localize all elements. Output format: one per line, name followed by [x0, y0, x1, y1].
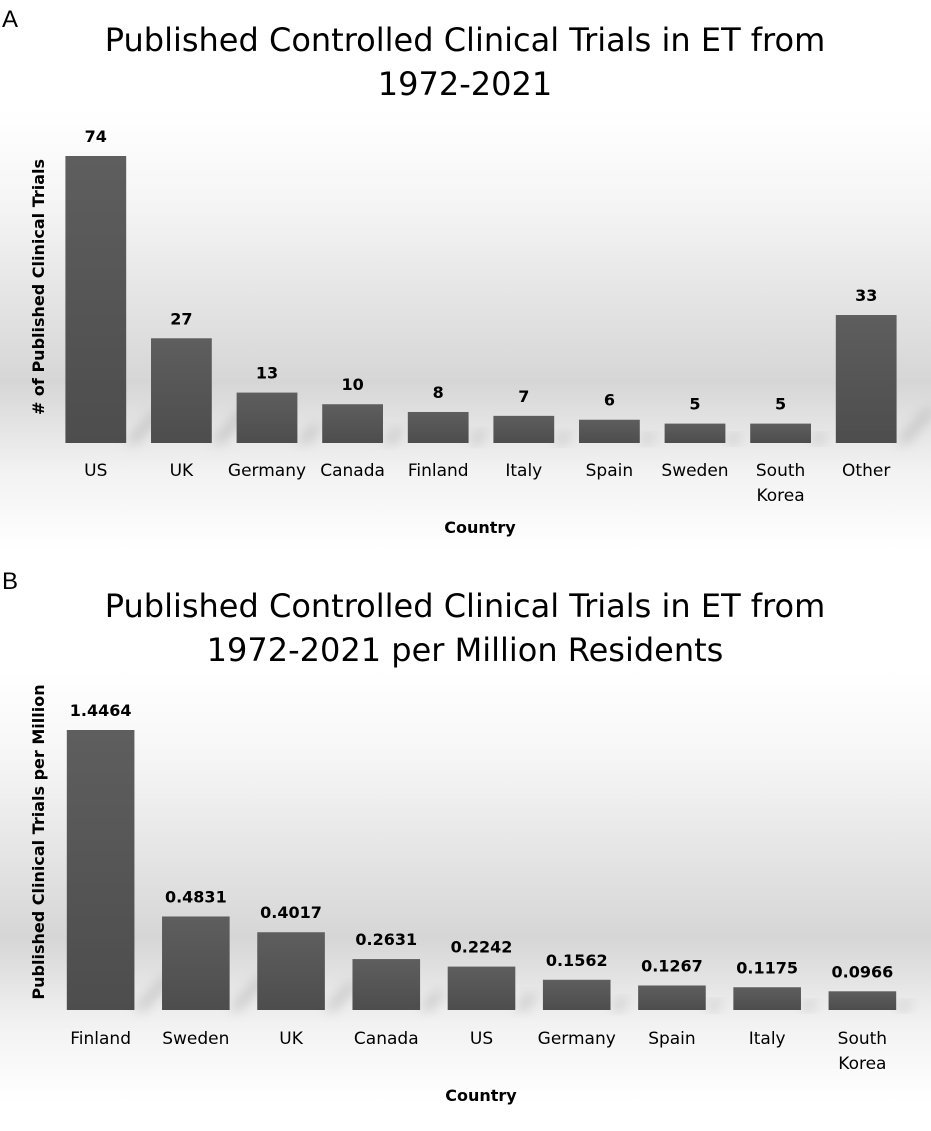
- chart-a-category-label: Sweden: [661, 461, 728, 481]
- chart-b-value-label: 0.4831: [165, 887, 227, 906]
- chart-a-bar: [750, 423, 811, 443]
- chart-b-background: [0, 670, 931, 1102]
- chart-a-category-label: Korea: [756, 486, 804, 506]
- chart-b-value-label: 0.2631: [355, 930, 417, 949]
- chart-a-value-label: 33: [855, 286, 877, 305]
- chart-a-value-label: 5: [775, 395, 786, 414]
- chart-b-value-label: 0.2242: [451, 938, 513, 957]
- chart-a-bar-shadow: [554, 433, 571, 443]
- chart-a-value-label: 7: [518, 387, 529, 406]
- chart-b-bar: [828, 991, 897, 1010]
- chart-b-bar-shadow: [515, 994, 537, 1010]
- chart-b-category-label: Canada: [354, 1029, 419, 1049]
- chart-b-x-axis-label: Country: [445, 1086, 517, 1105]
- chart-a-category-label: Other: [842, 461, 890, 481]
- chart-b-bar: [733, 987, 801, 1010]
- chart-a-x-axis-label: Country: [444, 518, 516, 537]
- chart-a-bar-shadow: [468, 432, 487, 443]
- panel-letter-b: B: [2, 568, 19, 595]
- chart-b-bar: [352, 959, 421, 1010]
- chart-b-bar-shadow: [610, 999, 629, 1010]
- chart-b-category-label: Germany: [538, 1029, 616, 1049]
- chart-a-y-axis-label: # of Published Clinical Trials: [29, 159, 48, 415]
- chart-b-bar: [447, 966, 516, 1010]
- chart-a-bar-shadow: [297, 425, 322, 443]
- chart-a-value-label: 74: [85, 127, 107, 146]
- chart-b-category-label: Spain: [648, 1029, 696, 1049]
- chart-b-category-label: UK: [279, 1029, 303, 1049]
- chart-a-value-label: 6: [604, 391, 615, 410]
- chart-b-bar-shadow: [420, 992, 445, 1010]
- chart-b-value-label: 0.1175: [736, 958, 798, 977]
- chart-a-category-label: Canada: [320, 461, 385, 481]
- chart-b-title-line-1: Published Controlled Clinical Trials in …: [104, 587, 826, 625]
- chart-a-bar-shadow: [382, 429, 404, 443]
- chart-a-title: Published Controlled Clinical Trials in …: [40, 18, 890, 106]
- chart-b-category-label: Italy: [749, 1029, 786, 1049]
- chart-b-bar: [66, 730, 135, 1010]
- chart-a-bar: [236, 392, 298, 443]
- chart-a-bar: [407, 411, 469, 443]
- chart-a-bar: [579, 419, 640, 443]
- chart-b-bar-shadow: [705, 1001, 722, 1010]
- panel-letter-a: A: [2, 6, 19, 33]
- chart-b-bar: [542, 979, 611, 1010]
- chart-b-category-label: South: [838, 1029, 887, 1049]
- chart-b-bar: [257, 932, 325, 1010]
- chart-a-background: [0, 108, 931, 550]
- chart-b-svg: 1.4464 Finland 0.4831 Sweden 0.4017 UK 0.2631 C…: [0, 670, 931, 1105]
- chart-a-bar-shadow: [896, 409, 931, 443]
- chart-a-category-label: Germany: [228, 461, 306, 481]
- chart-a-value-label: 5: [689, 395, 700, 414]
- chart-a-category-label: South: [756, 461, 805, 481]
- chart-b-category-label: Korea: [838, 1054, 886, 1074]
- chart-a-bar: [835, 315, 897, 443]
- chart-a-value-label: 10: [341, 375, 363, 394]
- chart-b-title-line-2: 1972-2021 per Million Residents: [206, 631, 724, 669]
- chart-a-bar: [151, 338, 212, 443]
- chart-a-title-line-1: Published Controlled Clinical Trials in …: [104, 21, 826, 59]
- chart-b-bar: [638, 985, 706, 1010]
- chart-a-category-label: Finland: [408, 461, 469, 481]
- chart-a-bar-shadow: [639, 434, 656, 443]
- chart-a-category-label: US: [84, 461, 107, 481]
- chart-a-value-label: 8: [433, 383, 444, 402]
- chart-b-bar-shadow: [896, 1002, 912, 1010]
- chart-a-bar-shadow: [810, 435, 827, 443]
- chart-a-bar: [322, 404, 383, 443]
- chart-b-value-label: 0.1562: [546, 951, 608, 970]
- chart-a-svg: 74 US 27 UK 13 Germany 10 Canada 8 Finland 7 Italy 6…: [0, 108, 931, 550]
- chart-panel-a: 74 US 27 UK 13 Germany 10 Canada 8 Finland 7 Italy 6…: [0, 0, 931, 565]
- chart-a-category-label: Italy: [505, 461, 542, 481]
- chart-b-y-axis-label: Published Clinical Trials per Million: [29, 684, 48, 999]
- chart-b-category-label: US: [470, 1029, 493, 1049]
- chart-b-title: Published Controlled Clinical Trials in …: [40, 584, 890, 672]
- chart-a-category-label: UK: [170, 461, 194, 481]
- chart-b-category-label: Finland: [70, 1029, 131, 1049]
- chart-a-bar: [664, 423, 726, 443]
- chart-a-bar: [493, 415, 555, 443]
- chart-a-value-label: 13: [256, 364, 278, 383]
- chart-a-value-label: 27: [170, 309, 192, 328]
- chart-b-value-label: 1.4464: [70, 701, 132, 720]
- chart-b-bar: [162, 916, 230, 1010]
- chart-b-value-label: 0.0966: [832, 962, 894, 981]
- chart-panel-b: 1.4464 Finland 0.4831 Sweden 0.4017 UK 0.2631 C…: [0, 566, 931, 1131]
- chart-b-value-label: 0.4017: [260, 903, 322, 922]
- chart-a-category-label: Spain: [586, 461, 634, 481]
- chart-b-category-label: Sweden: [162, 1029, 229, 1049]
- chart-b-bar-shadow: [800, 1002, 817, 1010]
- chart-a-title-line-2: 1972-2021: [377, 65, 553, 103]
- chart-b-bar-shadow: [324, 982, 358, 1010]
- chart-a-bar-shadow: [725, 435, 741, 443]
- chart-a-bar: [65, 156, 127, 443]
- chart-b-value-label: 0.1267: [641, 956, 703, 975]
